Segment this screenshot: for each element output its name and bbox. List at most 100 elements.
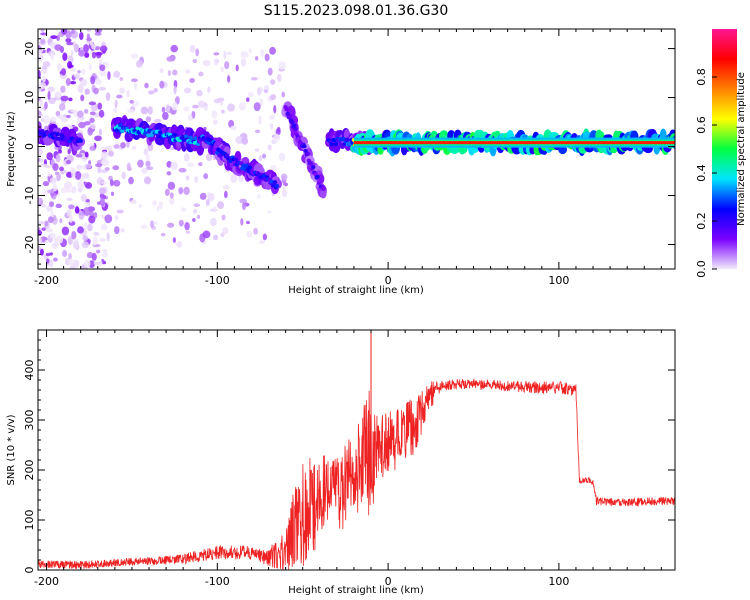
spectrogram-speckle (102, 252, 109, 258)
spectrogram-speckle (41, 203, 47, 208)
spectrogram-speckle (126, 89, 130, 98)
spectrogram-speckle (185, 230, 191, 234)
spectrogram-speckle (153, 118, 162, 123)
spectrogram-speckle (172, 69, 178, 76)
spectrogram-speckle (38, 70, 41, 79)
spectrogram-speckle (90, 103, 99, 112)
spectrogram-speckle (84, 52, 90, 58)
spectrogram-ridge-core (272, 180, 278, 185)
spectrogram-speckle (213, 52, 220, 56)
spectrogram-speckle (278, 152, 286, 162)
spectrogram-speckle (119, 87, 126, 94)
spectrogram-speckle (145, 166, 154, 171)
spectrogram-speckle (224, 61, 230, 70)
spectrogram-speckle (47, 90, 51, 100)
spectrogram-speckle (253, 102, 261, 112)
spectrogram-ridge-core (158, 130, 163, 135)
spectrogram-speckle (120, 228, 125, 233)
spectrogram-speckle (77, 226, 84, 234)
spectrogram-ridge-core (320, 187, 326, 192)
spectrogram-speckle (227, 75, 231, 83)
spectrogram-speckle (99, 187, 106, 195)
spectrogram-speckle (227, 103, 236, 112)
spectrogram-speckle (99, 45, 108, 53)
spectrogram-speckle (88, 63, 93, 71)
spectrogram-ridge-core (315, 174, 320, 179)
spectrogram-speckle (98, 128, 103, 136)
spectrogram-speckle (246, 220, 250, 225)
spectrogram-speckle (152, 200, 157, 206)
spectrogram-speckle (93, 231, 100, 236)
spectrogram-speckle (136, 60, 143, 68)
spectrogram-speckle (77, 110, 84, 118)
spectrogram-speckle (223, 50, 227, 60)
spectrogram-speckle (76, 164, 83, 170)
spectrogram-speckle (185, 175, 190, 181)
spectrogram-speckle (68, 204, 75, 210)
spectrogram-x-tick-label: -200 (34, 274, 59, 287)
spectrogram-speckle (73, 73, 81, 78)
spectrogram-speckle (257, 194, 261, 199)
colorbar-ticks: 0.0 0.2 0.4 0.6 0.8 (695, 68, 717, 278)
spectrogram-ridge-core (290, 120, 295, 125)
spectrogram-speckle (48, 201, 55, 208)
spectrogram-speckle (47, 216, 54, 224)
spectrogram-speckle (101, 214, 105, 219)
spectrogram-speckle (83, 43, 89, 53)
spectrogram-speckle (40, 38, 46, 44)
spectrogram-speckle (262, 153, 267, 159)
snr-x-axis-label: Height of straight line (km) (288, 585, 424, 596)
spectrogram-speckle (59, 166, 64, 172)
spectrogram-speckle (113, 179, 121, 187)
spectrogram-speckle (246, 97, 250, 102)
spectrogram-speckle (67, 148, 71, 155)
spectrogram-y-tick-label: -10 (23, 187, 36, 205)
spectrogram-speckle (67, 236, 73, 246)
spectrogram-speckle (100, 223, 108, 231)
spectrogram-speckle (133, 82, 138, 90)
snr-axes: -200 -100 0 100 0 100 200 300 400 (23, 329, 675, 588)
spectrogram-speckle (60, 187, 67, 194)
spectrogram-speckle (95, 163, 103, 168)
spectrogram-ridge-core (247, 165, 253, 170)
spectrogram-speckle (130, 78, 138, 82)
spectrogram-speckle (71, 170, 76, 179)
spectrogram-speckle (267, 67, 273, 76)
spectrogram-speckle (183, 87, 192, 94)
spectrogram-speckle (81, 241, 89, 249)
spectrogram-speckle (230, 125, 237, 131)
spectrogram-speckle (88, 215, 96, 224)
spectrogram-speckle (56, 172, 61, 182)
spectrogram-speckle (116, 94, 123, 99)
spectrogram-speckle (205, 199, 210, 206)
spectrogram-speckle (202, 230, 211, 239)
spectrogram-speckle (120, 141, 126, 149)
spectrogram-speckle (83, 222, 88, 230)
spectrogram-speckle (114, 99, 118, 109)
spectrogram-speckle (275, 128, 281, 136)
snr-y-tick-label: 100 (23, 510, 36, 531)
spectrogram-speckle (68, 252, 72, 261)
spectrogram-ridge-halo (319, 189, 327, 199)
spectrogram-ridge-core (57, 137, 63, 142)
spectrogram-speckle (84, 202, 90, 206)
spectrogram-speckle (70, 29, 75, 35)
spectrogram-speckle (141, 167, 148, 174)
spectrogram-speckle (41, 29, 45, 32)
spectrogram-x-tick-label: -100 (205, 274, 230, 287)
spectrogram-speckle (45, 227, 54, 233)
spectrogram-speckle (38, 147, 44, 156)
spectrogram-speckle (71, 186, 77, 194)
spectrogram-speckle (77, 180, 85, 190)
spectrogram-ridge-core (344, 137, 350, 142)
colorbar-tick-label: 0.2 (695, 212, 708, 230)
spectrogram-speckle (160, 232, 166, 237)
spectrogram-speckle (104, 167, 110, 171)
spectrogram-ridge-core (256, 172, 261, 177)
spectrogram-speckle (97, 166, 102, 174)
spectrogram-ridge-core (40, 129, 45, 134)
spectrogram-speckle (114, 215, 119, 221)
spectrogram-speckle (98, 86, 106, 91)
spectrogram-speckle (94, 29, 103, 34)
